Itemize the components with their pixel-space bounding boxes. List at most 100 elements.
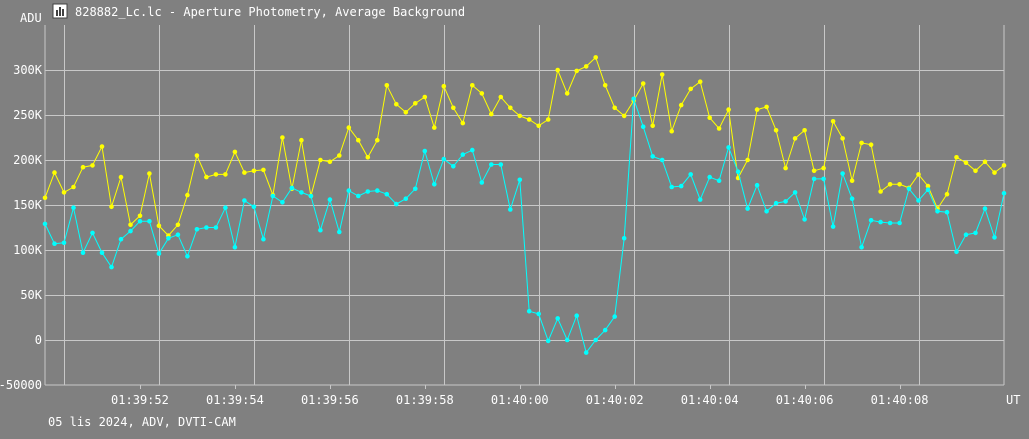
data-point xyxy=(327,197,333,202)
x-tick-label: 01:39:52 xyxy=(111,393,169,407)
x-tick-label: 01:39:56 xyxy=(301,393,359,407)
data-point xyxy=(422,148,428,154)
data-point xyxy=(185,192,190,198)
data-point xyxy=(194,153,200,158)
data-point xyxy=(650,123,655,129)
data-point xyxy=(764,104,769,110)
data-point xyxy=(925,183,931,189)
data-point xyxy=(118,236,124,242)
data-point xyxy=(232,149,238,155)
data-point xyxy=(640,124,646,129)
y-tick-label: 0 xyxy=(35,333,42,347)
data-point xyxy=(270,193,276,199)
data-point xyxy=(773,200,779,206)
data-point xyxy=(859,140,864,146)
data-point xyxy=(792,190,798,195)
data-point xyxy=(555,316,560,321)
data-point xyxy=(479,91,485,96)
data-point xyxy=(906,186,912,192)
data-point xyxy=(840,136,845,141)
data-point xyxy=(887,220,893,226)
data-point xyxy=(916,198,921,203)
data-point xyxy=(42,221,48,227)
data-point xyxy=(413,101,418,106)
data-point xyxy=(232,245,238,250)
data-point xyxy=(346,125,352,130)
data-point xyxy=(403,110,409,115)
data-point xyxy=(697,197,703,202)
data-point xyxy=(982,159,988,165)
data-point xyxy=(716,126,722,131)
data-point xyxy=(365,155,371,160)
data-point xyxy=(470,147,475,153)
data-point xyxy=(574,313,579,319)
data-point xyxy=(1001,163,1007,168)
data-point xyxy=(280,135,285,140)
data-point xyxy=(821,176,826,182)
data-point xyxy=(954,249,959,255)
data-point xyxy=(318,227,323,233)
data-point xyxy=(109,204,114,210)
data-point xyxy=(593,55,598,60)
data-point xyxy=(697,79,703,84)
data-point xyxy=(811,176,817,182)
data-point xyxy=(280,200,285,205)
data-point xyxy=(640,81,646,86)
data-point xyxy=(204,225,209,230)
data-point xyxy=(432,125,437,130)
data-point xyxy=(840,171,845,176)
data-point xyxy=(688,172,693,177)
chart-app-icon[interactable] xyxy=(52,3,68,19)
data-point xyxy=(137,213,143,219)
data-point xyxy=(555,67,560,73)
data-point xyxy=(460,152,466,157)
data-point xyxy=(42,195,48,201)
data-point xyxy=(517,113,523,119)
data-point xyxy=(118,174,124,180)
y-tick-label: 100K xyxy=(13,243,43,257)
data-point xyxy=(394,201,399,207)
data-point xyxy=(261,236,266,242)
data-point xyxy=(128,222,133,228)
x-axis-label: UT xyxy=(1006,393,1020,407)
data-point xyxy=(109,264,114,270)
data-point xyxy=(489,162,494,167)
data-point xyxy=(460,120,466,126)
data-point xyxy=(137,218,143,224)
data-point xyxy=(204,174,209,180)
data-point xyxy=(564,337,570,343)
data-point xyxy=(612,105,617,111)
data-point xyxy=(61,240,67,246)
y-axis-tick-labels: 300K 250K 200K 150K 100K 50K 0 -50000 xyxy=(0,63,43,392)
data-point xyxy=(897,220,902,226)
data-point xyxy=(849,196,855,201)
data-point xyxy=(982,206,988,211)
data-point xyxy=(470,83,475,88)
data-point xyxy=(992,170,997,175)
y-tick-label: -50000 xyxy=(0,378,42,392)
data-point xyxy=(508,105,513,111)
series-1 xyxy=(42,96,1007,355)
data-point xyxy=(659,72,665,77)
data-point xyxy=(1001,191,1007,196)
data-point xyxy=(99,250,105,255)
data-point xyxy=(498,162,504,167)
data-point xyxy=(992,235,997,240)
data-point xyxy=(194,227,200,232)
data-point xyxy=(261,167,266,173)
data-point xyxy=(754,182,760,188)
data-series xyxy=(42,55,1007,355)
data-point xyxy=(973,168,978,174)
data-point xyxy=(536,311,541,317)
data-point xyxy=(384,83,390,88)
data-point xyxy=(61,190,67,195)
y-tick-label: 250K xyxy=(13,108,43,122)
data-point xyxy=(526,308,532,314)
data-point xyxy=(356,193,361,199)
data-point xyxy=(897,182,902,187)
data-point xyxy=(916,172,921,177)
data-point xyxy=(802,217,807,222)
data-point xyxy=(147,171,152,176)
data-point xyxy=(489,111,494,117)
x-tick-label: 01:39:58 xyxy=(396,393,454,407)
